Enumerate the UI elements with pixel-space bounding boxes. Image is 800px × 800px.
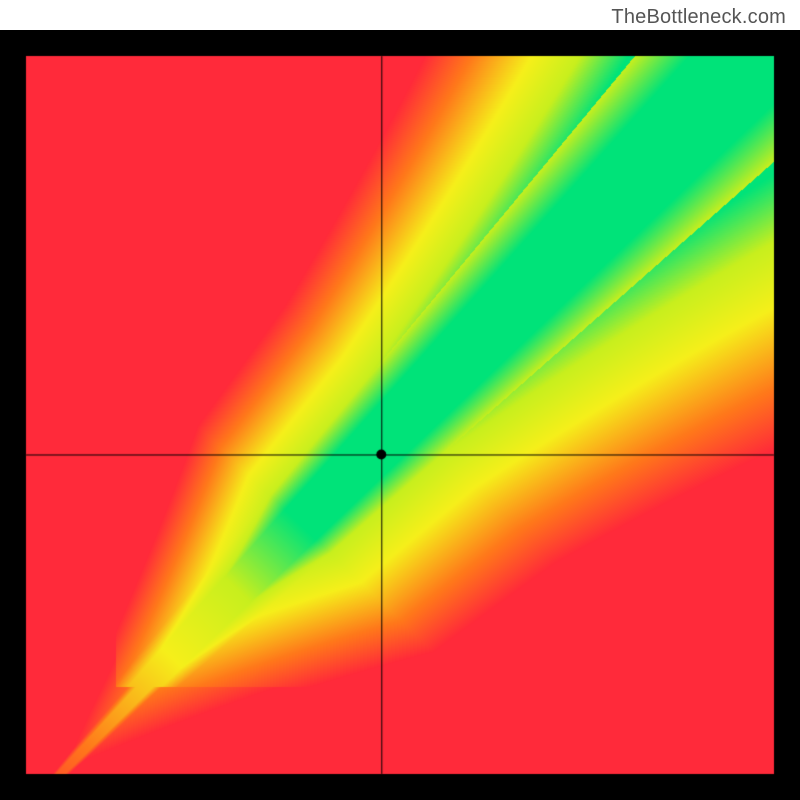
chart-container: TheBottleneck.com (0, 0, 800, 800)
plot-outer-frame (0, 30, 800, 800)
overlay-canvas (0, 30, 800, 800)
attribution-label: TheBottleneck.com (611, 6, 786, 29)
